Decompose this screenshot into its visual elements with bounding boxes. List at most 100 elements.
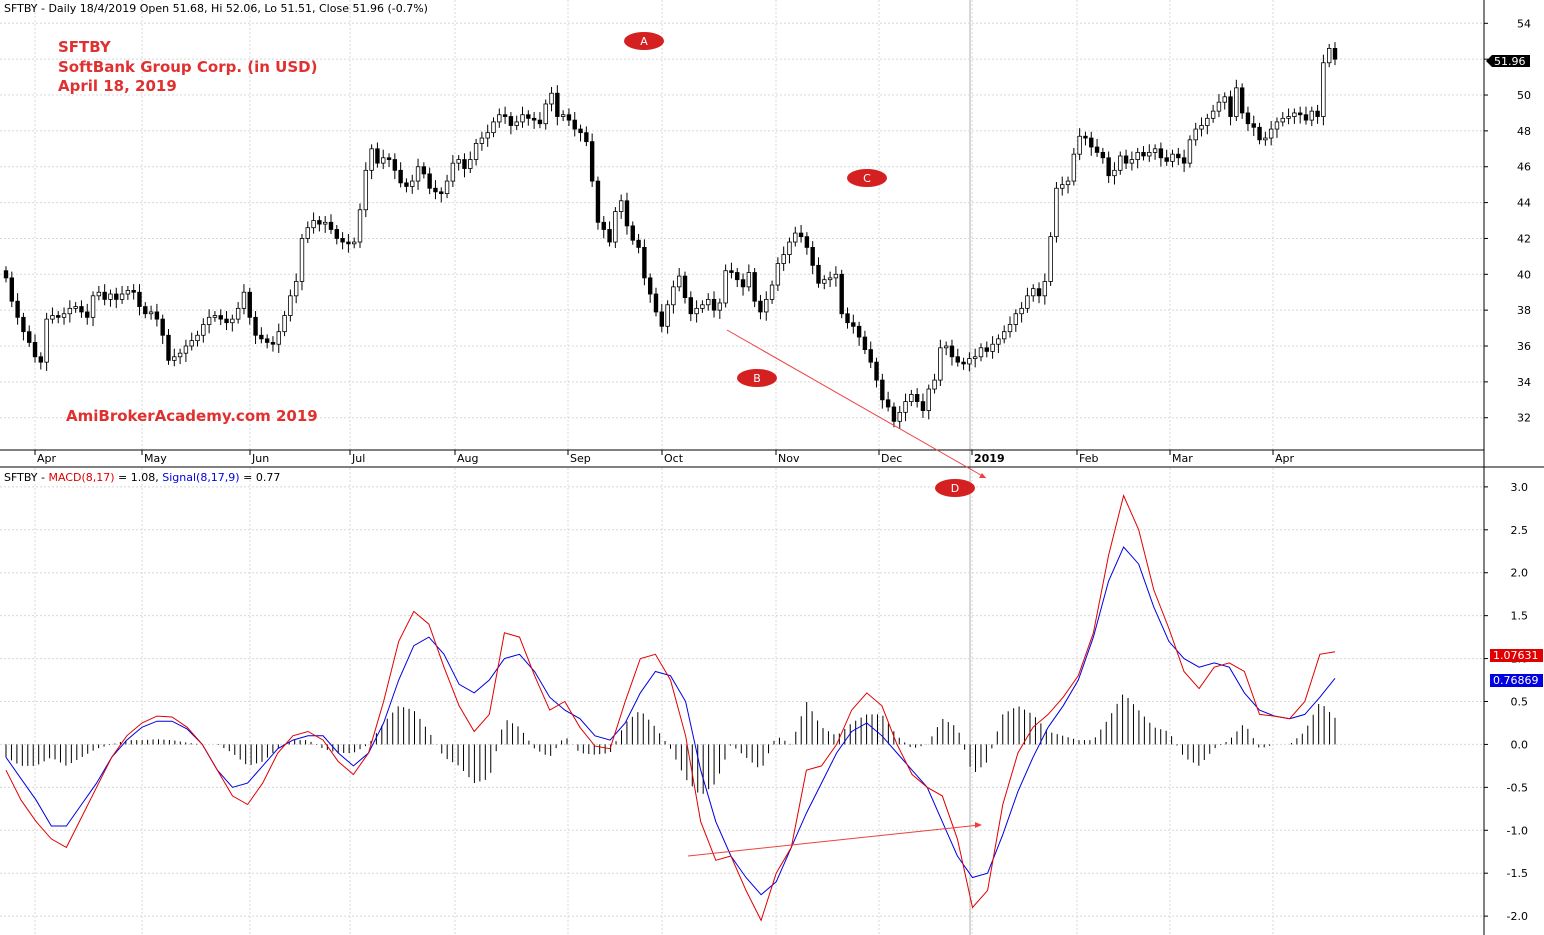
candle-down xyxy=(1123,155,1129,164)
watermark-text: AmiBroker​Academy.com 2019 xyxy=(66,407,318,425)
x-tick-label: 2019 xyxy=(974,452,1005,465)
price-trend-arrowhead xyxy=(979,473,986,478)
candle-up xyxy=(183,345,189,354)
candle-down xyxy=(955,356,960,363)
candle-down xyxy=(102,291,107,300)
candle-down xyxy=(85,311,90,318)
candle-down xyxy=(984,347,989,352)
candle-up xyxy=(67,307,73,315)
candle-up xyxy=(613,211,618,243)
candle-down xyxy=(885,399,891,408)
candle-up xyxy=(381,157,386,164)
candle-up xyxy=(282,315,287,333)
candle-down xyxy=(810,247,815,266)
candle-up xyxy=(1286,116,1291,119)
candle-down xyxy=(404,182,409,187)
candle-down xyxy=(682,275,688,299)
annotation-ticker: SFTBY xyxy=(58,38,112,56)
candle-down xyxy=(1089,137,1094,148)
candle-up xyxy=(700,304,705,309)
candle-down xyxy=(1106,157,1111,177)
candle-up xyxy=(938,347,943,381)
candle-up xyxy=(1135,151,1140,160)
macd-y-label: 0.5 xyxy=(1511,696,1529,709)
candle-down xyxy=(688,297,694,315)
macd-y-label: 2.5 xyxy=(1511,524,1529,537)
macd-y-label: -0.5 xyxy=(1507,781,1528,794)
candle-up xyxy=(972,356,978,359)
signal-last-text: 0.76869 xyxy=(1493,674,1539,687)
candle-up xyxy=(897,411,902,422)
candle-up xyxy=(305,227,310,239)
candle-down xyxy=(375,148,380,164)
candle-down xyxy=(143,306,148,315)
x-tick-label: Jun xyxy=(251,452,269,465)
candle-up xyxy=(903,401,908,413)
candle-up xyxy=(746,272,752,288)
candle-down xyxy=(711,299,717,311)
candle-down xyxy=(949,345,955,358)
candle-down xyxy=(1176,153,1181,159)
candle-down xyxy=(392,159,398,171)
candle-down xyxy=(502,114,508,117)
candle-up xyxy=(769,284,775,300)
annotation-date: April 18, 2019 xyxy=(58,77,177,95)
candle-up xyxy=(1216,101,1222,112)
candle-up xyxy=(485,132,490,139)
macd-last-text: 1.07631 xyxy=(1493,649,1539,662)
candle-up xyxy=(764,299,769,313)
candle-up xyxy=(177,352,183,358)
candle-up xyxy=(230,318,235,324)
candle-down xyxy=(421,166,427,175)
candle-down xyxy=(555,92,560,117)
candle-up xyxy=(1002,331,1007,340)
macd-y-label: -1.0 xyxy=(1507,824,1528,837)
x-tick-label: Dec xyxy=(881,452,902,465)
price-y-label: 34 xyxy=(1517,376,1531,389)
candle-up xyxy=(1147,151,1152,157)
candle-down xyxy=(630,225,635,241)
candle-down xyxy=(537,119,543,125)
candle-up xyxy=(90,295,96,318)
candle-down xyxy=(735,272,740,281)
candle-down xyxy=(856,325,862,338)
candle-down xyxy=(862,336,868,351)
candle-down xyxy=(653,293,659,313)
candle-down xyxy=(9,277,15,302)
candle-down xyxy=(584,132,589,143)
signal-line xyxy=(5,546,1336,896)
candle-down xyxy=(56,315,61,318)
candle-up xyxy=(1054,187,1059,238)
candle-up xyxy=(444,180,450,195)
marker-a: A xyxy=(624,32,664,50)
candle-up xyxy=(108,293,113,300)
candle-up xyxy=(241,291,247,309)
candle-up xyxy=(671,286,676,306)
candle-up xyxy=(1187,139,1193,164)
candle-up xyxy=(1280,117,1285,123)
candle-down xyxy=(270,342,276,345)
candle-down xyxy=(1303,114,1309,121)
candle-down xyxy=(259,334,264,340)
candle-down xyxy=(961,361,966,365)
x-tick-label: Feb xyxy=(1079,452,1098,465)
macd-trend-line xyxy=(687,824,981,857)
candle-up xyxy=(787,241,792,255)
candle-up xyxy=(1309,110,1314,121)
candle-down xyxy=(32,342,38,358)
candle-down xyxy=(508,116,514,126)
x-tick-label: Apr xyxy=(37,452,57,465)
candle-up xyxy=(926,388,931,411)
candle-down xyxy=(154,311,160,320)
candle-down xyxy=(1245,112,1251,125)
candle-up xyxy=(125,290,131,295)
candle-down xyxy=(328,221,334,230)
candle-down xyxy=(79,306,84,313)
candle-up xyxy=(1019,307,1024,315)
candle-up xyxy=(369,148,374,171)
candle-up xyxy=(1031,288,1036,297)
candle-up xyxy=(450,162,456,182)
candle-up xyxy=(299,238,305,282)
candle-up xyxy=(96,291,102,297)
